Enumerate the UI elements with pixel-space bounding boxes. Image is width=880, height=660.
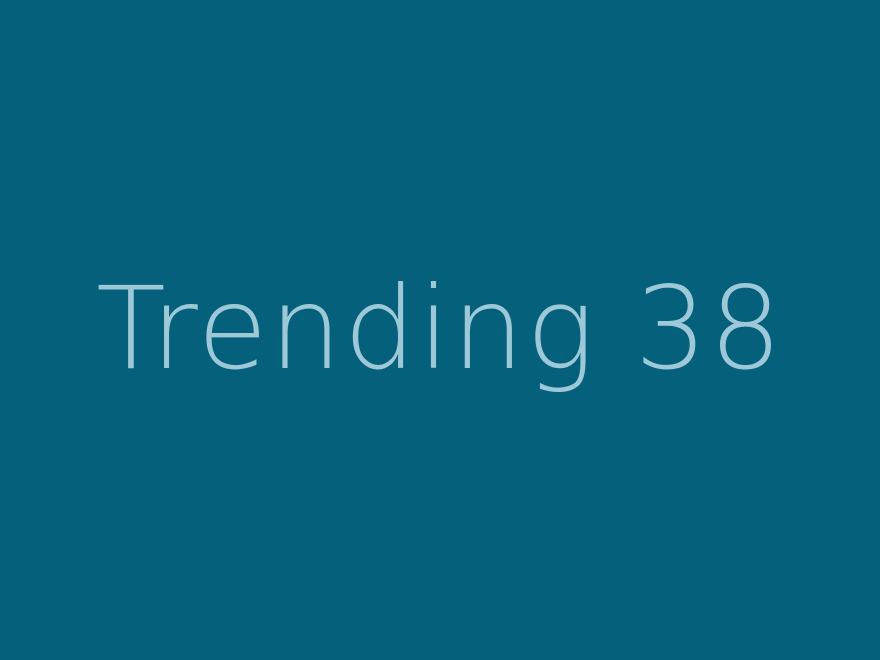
placeholder-label: Trending 38 — [96, 262, 784, 395]
